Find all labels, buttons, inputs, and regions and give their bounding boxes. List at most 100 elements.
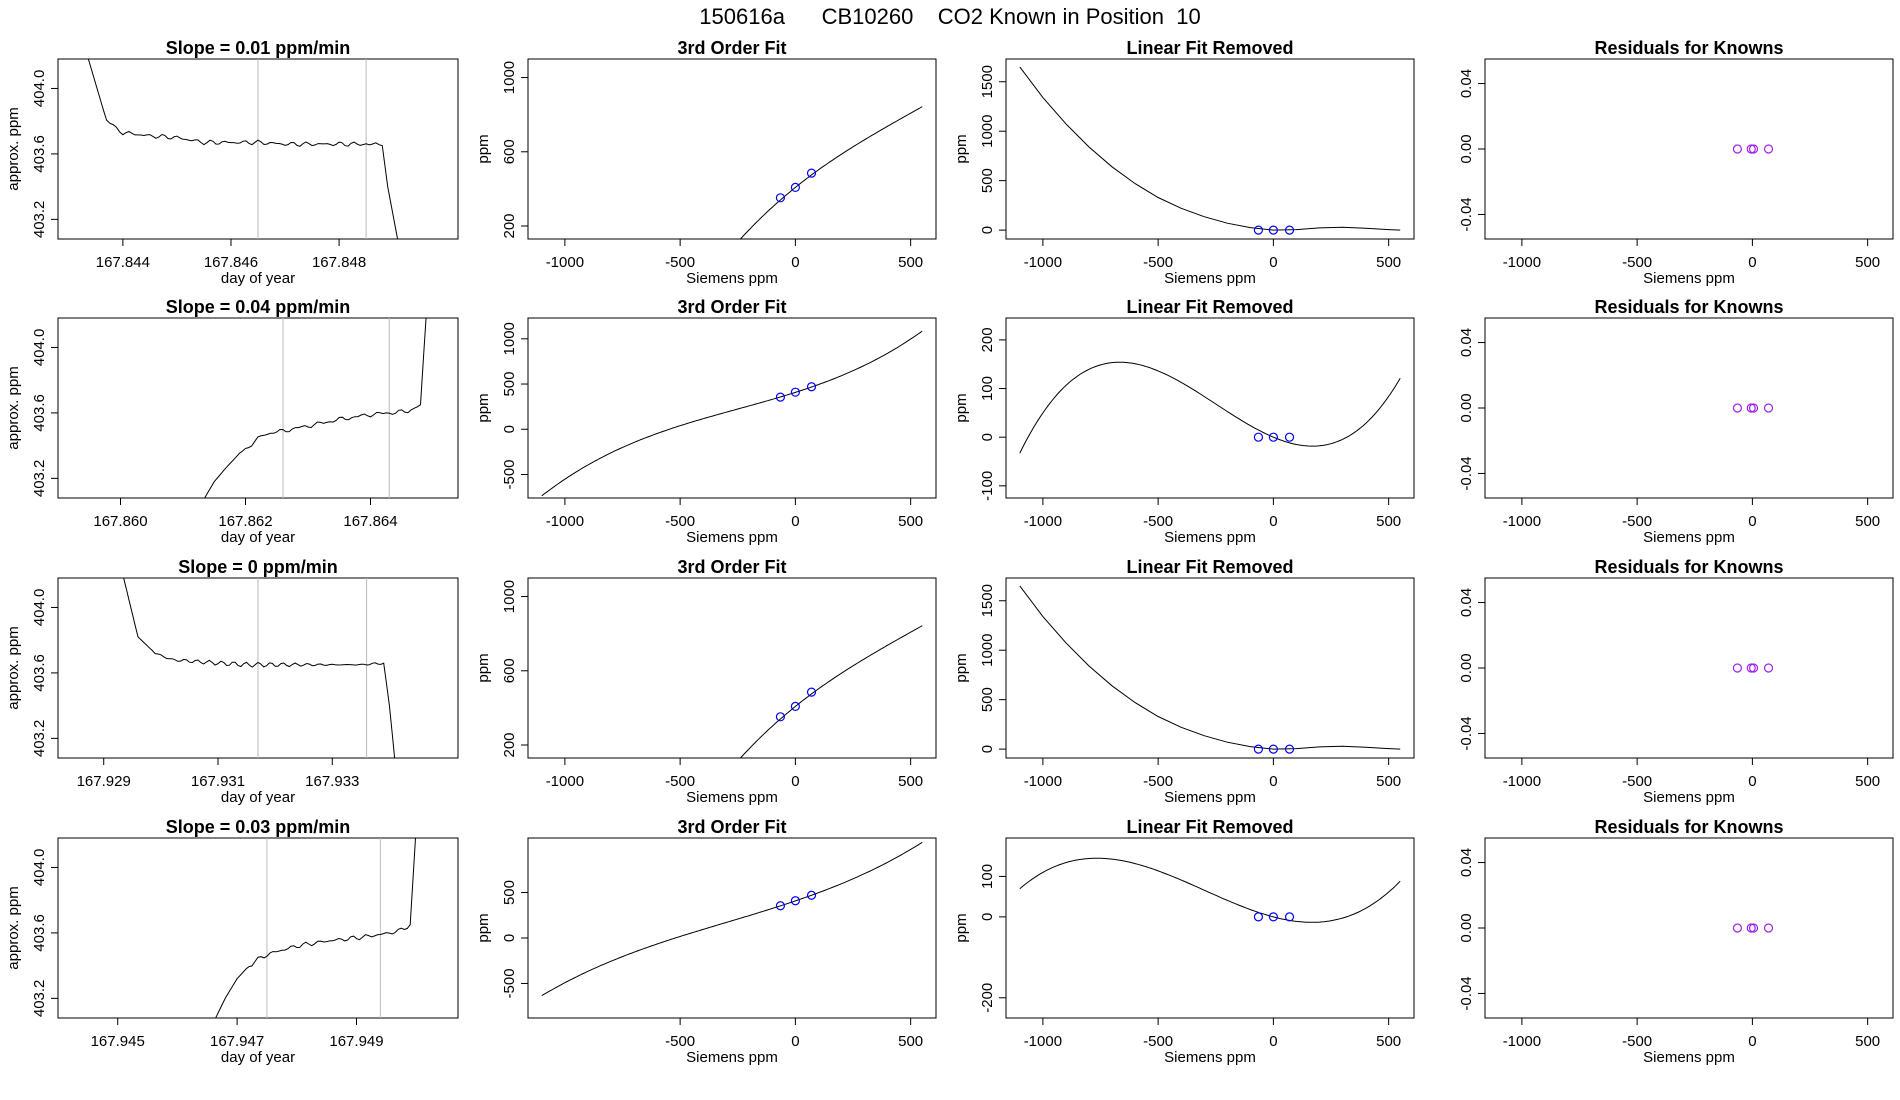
x-tick-label: 167.864 bbox=[343, 513, 397, 530]
chart-panel-3-residual: Residuals for Knowns -1000 -500 0 500 Siemens… bbox=[1458, 557, 1894, 806]
chart-panel-2-residual: Residuals for Knowns -1000 -500 0 500 Siemens… bbox=[1458, 297, 1894, 546]
y-tick-label: 0 bbox=[979, 913, 996, 921]
x-axis-label: Siemens ppm bbox=[1164, 270, 1256, 287]
y-axis-label: ppm bbox=[475, 653, 492, 682]
data-point bbox=[790, 182, 800, 193]
y-tick-label: 0 bbox=[979, 433, 996, 441]
x-tick-label: -500 bbox=[1622, 254, 1652, 271]
data-point bbox=[790, 701, 800, 712]
x-tick-label: 500 bbox=[1376, 513, 1401, 530]
chart-panel-3-linear: Linear Fit Removed -1000 -500 0 500 Siemens p… bbox=[953, 557, 1415, 806]
plot-frame bbox=[1005, 317, 1415, 499]
x-axis-label: Siemens ppm bbox=[1164, 529, 1256, 546]
y-axis-label: approx. ppm bbox=[5, 886, 22, 969]
data-point bbox=[1268, 912, 1278, 922]
x-tick-label: 0 bbox=[791, 773, 799, 790]
x-axis-label: Siemens ppm bbox=[686, 1049, 778, 1066]
y-tick-label: 100 bbox=[979, 376, 996, 401]
data-point bbox=[1746, 403, 1756, 413]
data-point bbox=[1284, 744, 1295, 754]
y-axis-label: approx. ppm bbox=[5, 107, 22, 190]
x-tick-label: 167.862 bbox=[218, 513, 272, 530]
y-tick-label: 0 bbox=[979, 745, 996, 753]
y-tick-label: 404.0 bbox=[31, 589, 48, 627]
chart-panel-1-fit: 3rd Order Fit -1000 -500 0 500 Siemens ppm 200… bbox=[475, 38, 937, 287]
data-point bbox=[1746, 663, 1756, 673]
data-point bbox=[1253, 912, 1264, 922]
x-tick-label: -500 bbox=[665, 513, 695, 530]
x-axis-label: Siemens ppm bbox=[1643, 789, 1735, 806]
data-point bbox=[1748, 663, 1759, 673]
x-tick-label: 500 bbox=[1855, 254, 1880, 271]
y-tick-label: -500 bbox=[501, 968, 518, 998]
data-line bbox=[541, 841, 923, 997]
x-tick-label: 0 bbox=[1269, 773, 1277, 790]
plot-frame bbox=[1005, 58, 1415, 240]
x-tick-label: -500 bbox=[1622, 773, 1652, 790]
data-point bbox=[1748, 144, 1759, 154]
plot-frame bbox=[1484, 317, 1894, 499]
x-tick-label: 500 bbox=[898, 773, 923, 790]
chart-panel-2-time: Slope = 0.04 ppm/min 167.860 167.862 167.86… bbox=[5, 297, 459, 546]
data-point bbox=[806, 168, 817, 178]
data-point bbox=[1763, 403, 1774, 413]
x-tick-label: -1000 bbox=[1024, 513, 1062, 530]
y-tick-label: 200 bbox=[501, 213, 518, 238]
x-tick-label: 0 bbox=[1748, 513, 1756, 530]
x-axis-label: Siemens ppm bbox=[1164, 1049, 1256, 1066]
panel-title: Residuals for Knowns bbox=[1594, 557, 1783, 577]
x-tick-label: 0 bbox=[1269, 1033, 1277, 1050]
y-axis-label: ppm bbox=[475, 913, 492, 942]
data-point bbox=[1284, 225, 1295, 235]
plot-area bbox=[87, 59, 399, 239]
plot-area bbox=[1019, 361, 1401, 454]
y-tick-label: 1000 bbox=[979, 115, 996, 148]
data-point bbox=[806, 687, 817, 697]
plot-frame bbox=[1005, 577, 1415, 759]
panel-title: Residuals for Knowns bbox=[1594, 817, 1783, 837]
data-point bbox=[1284, 432, 1295, 442]
data-point bbox=[806, 890, 817, 900]
data-point bbox=[1268, 432, 1278, 442]
chart-panel-3-time: Slope = 0 ppm/min 167.929 167.931 167.933 da… bbox=[5, 557, 459, 806]
y-tick-label: 0.04 bbox=[1458, 848, 1475, 877]
x-tick-label: 500 bbox=[898, 1033, 923, 1050]
data-line bbox=[204, 318, 427, 498]
panel-title: Slope = 0.03 ppm/min bbox=[166, 817, 351, 837]
y-tick-label: 500 bbox=[501, 880, 518, 905]
panel-title: Residuals for Knowns bbox=[1594, 38, 1783, 58]
x-tick-label: -1000 bbox=[1503, 513, 1541, 530]
y-axis-label: ppm bbox=[953, 913, 970, 942]
x-axis-label: Siemens ppm bbox=[686, 270, 778, 287]
x-tick-label: -1000 bbox=[546, 513, 584, 530]
plot-frame bbox=[527, 577, 937, 759]
x-axis-label: day of year bbox=[221, 529, 295, 546]
x-tick-label: -1000 bbox=[1024, 254, 1062, 271]
x-tick-label: 0 bbox=[1748, 1033, 1756, 1050]
data-point bbox=[1253, 432, 1264, 442]
x-tick-label: 500 bbox=[1855, 773, 1880, 790]
plot-frame bbox=[57, 317, 459, 499]
x-tick-label: 500 bbox=[1376, 254, 1401, 271]
x-tick-label: -500 bbox=[1143, 254, 1173, 271]
panel-title: 3rd Order Fit bbox=[677, 297, 786, 317]
y-axis-label: approx. ppm bbox=[5, 626, 22, 709]
data-point bbox=[775, 901, 786, 911]
data-point bbox=[775, 712, 786, 722]
x-tick-label: 0 bbox=[1748, 254, 1756, 271]
y-tick-label: 1000 bbox=[501, 61, 518, 94]
data-point bbox=[1732, 923, 1743, 933]
y-axis-label: ppm bbox=[953, 134, 970, 163]
data-point bbox=[1748, 403, 1759, 413]
y-tick-label: -0.04 bbox=[1458, 197, 1475, 231]
data-point bbox=[1253, 744, 1264, 754]
plot-area bbox=[1019, 857, 1401, 923]
y-tick-label: 600 bbox=[501, 658, 518, 683]
panel-title: Residuals for Knowns bbox=[1594, 297, 1783, 317]
plot-frame bbox=[1005, 837, 1415, 1019]
y-tick-label: 0 bbox=[979, 226, 996, 234]
y-tick-label: 100 bbox=[979, 864, 996, 889]
y-tick-label: 403.6 bbox=[31, 654, 48, 692]
